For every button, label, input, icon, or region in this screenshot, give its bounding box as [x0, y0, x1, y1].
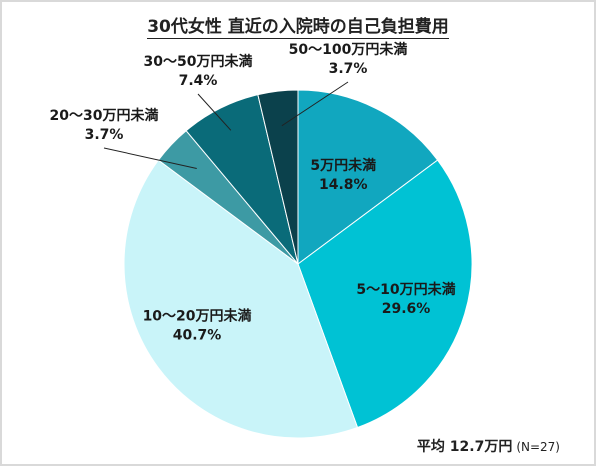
sample-size: (N=27): [516, 440, 560, 454]
slice-value: 3.7%: [85, 127, 124, 143]
slice-value: 14.8%: [319, 177, 368, 193]
leader-line: [103, 147, 197, 169]
slice-label: 50～100万円未満: [289, 41, 408, 58]
slice-value: 7.4%: [179, 73, 218, 89]
slice-label: 5～10万円未満: [356, 281, 455, 298]
pie-slice: [123, 159, 359, 439]
slice-label: 20～30万円未満: [50, 107, 159, 124]
pie-slice: [297, 89, 439, 265]
slice-value: 29.6%: [382, 301, 431, 317]
leader-line: [197, 93, 232, 131]
slice-value: 40.7%: [173, 327, 222, 343]
chart-title: 30代女性 直近の入院時の自己負担費用: [147, 17, 449, 39]
leader-line: [281, 81, 349, 127]
chart-footer: 平均 12.7万円 (N=27): [417, 436, 560, 456]
pie-slice: [297, 159, 473, 429]
pie-slice: [257, 89, 299, 265]
slice-label: 5万円未満: [310, 157, 376, 174]
average-label: 平均 12.7万円: [416, 439, 513, 455]
slice-label: 10～20万円未満: [143, 307, 252, 324]
slice-value: 3.7%: [329, 61, 368, 77]
slice-label: 30～50万円未満: [144, 53, 253, 70]
